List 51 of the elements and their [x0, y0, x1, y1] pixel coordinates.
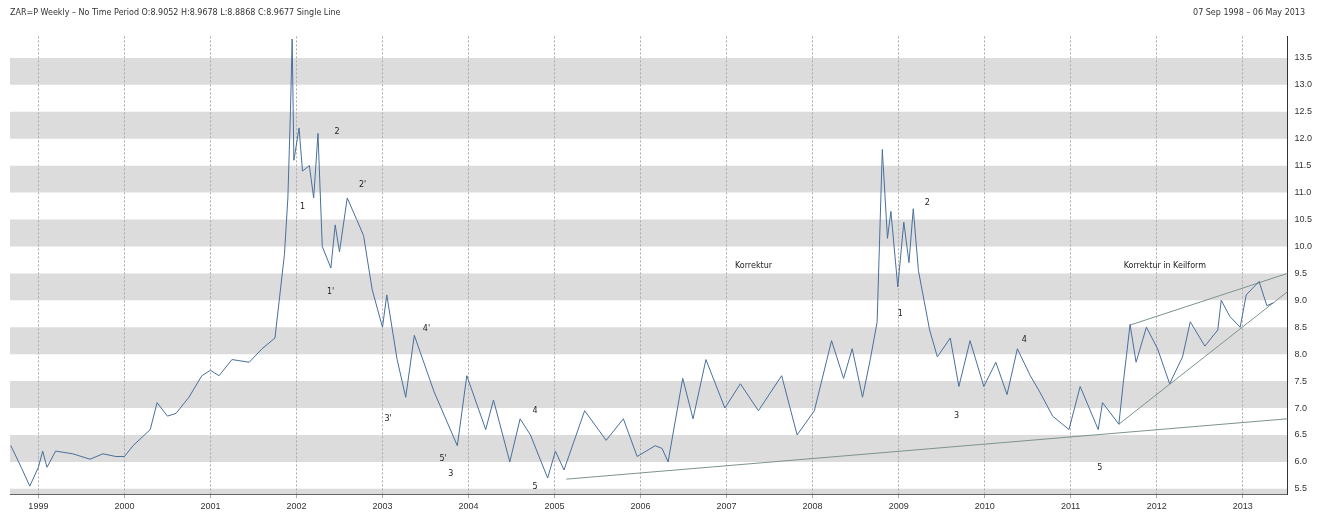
annotation: Korrektur in Keilform	[1123, 261, 1207, 271]
annotation: 3	[448, 468, 454, 478]
chart-subtitle: 07 Sep 1998 – 06 May 2013	[1193, 8, 1305, 17]
annotation: 4	[1021, 335, 1027, 345]
x-tick-label: 2001	[200, 501, 221, 512]
annotation: 2	[924, 198, 930, 208]
chart-title: ZAR=P Weekly – No Time Period O:8.9052 H:8.9678 L:8.8868 C:8.9677 Single Line	[10, 8, 341, 17]
annotation: 1	[897, 308, 903, 318]
x-tick-label: 1999	[28, 501, 49, 512]
annotation: 3	[954, 411, 960, 421]
annotation: 5	[532, 482, 538, 492]
y-tick-label: 6.5	[1294, 429, 1307, 440]
annotation: 4	[532, 406, 538, 416]
y-tick-label: 11.0	[1294, 187, 1312, 198]
y-tick-label: 6.0	[1294, 456, 1307, 467]
x-tick-label: 2012	[1146, 501, 1167, 512]
x-tick-label: 2008	[802, 501, 823, 512]
y-tick-label: 5.5	[1294, 483, 1307, 494]
annotation: Korrektur	[734, 261, 773, 271]
annotation: 3'	[384, 414, 392, 424]
x-tick-label: 2010	[974, 501, 995, 512]
y-tick-label: 7.5	[1294, 375, 1307, 386]
x-tick-label: 2003	[372, 501, 393, 512]
y-tick-label: 7.0	[1294, 402, 1307, 413]
y-tick-label: 13.0	[1294, 79, 1313, 90]
x-tick-label: 2006	[630, 501, 651, 512]
x-tick-label: 2013	[1232, 501, 1253, 512]
y-tick-label: 13.5	[1294, 52, 1313, 63]
y-tick-label: 9.5	[1294, 267, 1307, 278]
y-tick-label: 8.5	[1294, 321, 1307, 332]
y-tick-label: 8.0	[1294, 348, 1307, 359]
x-tick-label: 2007	[716, 501, 737, 512]
annotation: 2'	[358, 180, 367, 190]
annotation: 1'	[327, 286, 335, 296]
annotation: 5'	[439, 453, 447, 463]
y-tick-label: 12.0	[1294, 133, 1313, 144]
y-tick-label: 9.0	[1294, 294, 1307, 305]
x-tick-label: 2009	[888, 501, 909, 512]
annotation: 1	[300, 202, 306, 212]
x-tick-label: 2002	[286, 501, 307, 512]
x-tick-label: 2004	[458, 501, 479, 512]
annotation: 5	[1097, 462, 1103, 472]
y-tick-label: 10.5	[1294, 214, 1313, 224]
annotation: 4'	[422, 323, 431, 333]
x-tick-label: 2011	[1061, 501, 1081, 512]
y-tick-label: 12.5	[1294, 106, 1313, 117]
annotation: 2	[334, 127, 340, 137]
y-tick-label: 10.0	[1294, 240, 1313, 251]
x-tick-label: 2000	[114, 501, 135, 512]
x-tick-label: 2005	[544, 501, 565, 512]
y-tick-label: 11.5	[1294, 160, 1312, 171]
